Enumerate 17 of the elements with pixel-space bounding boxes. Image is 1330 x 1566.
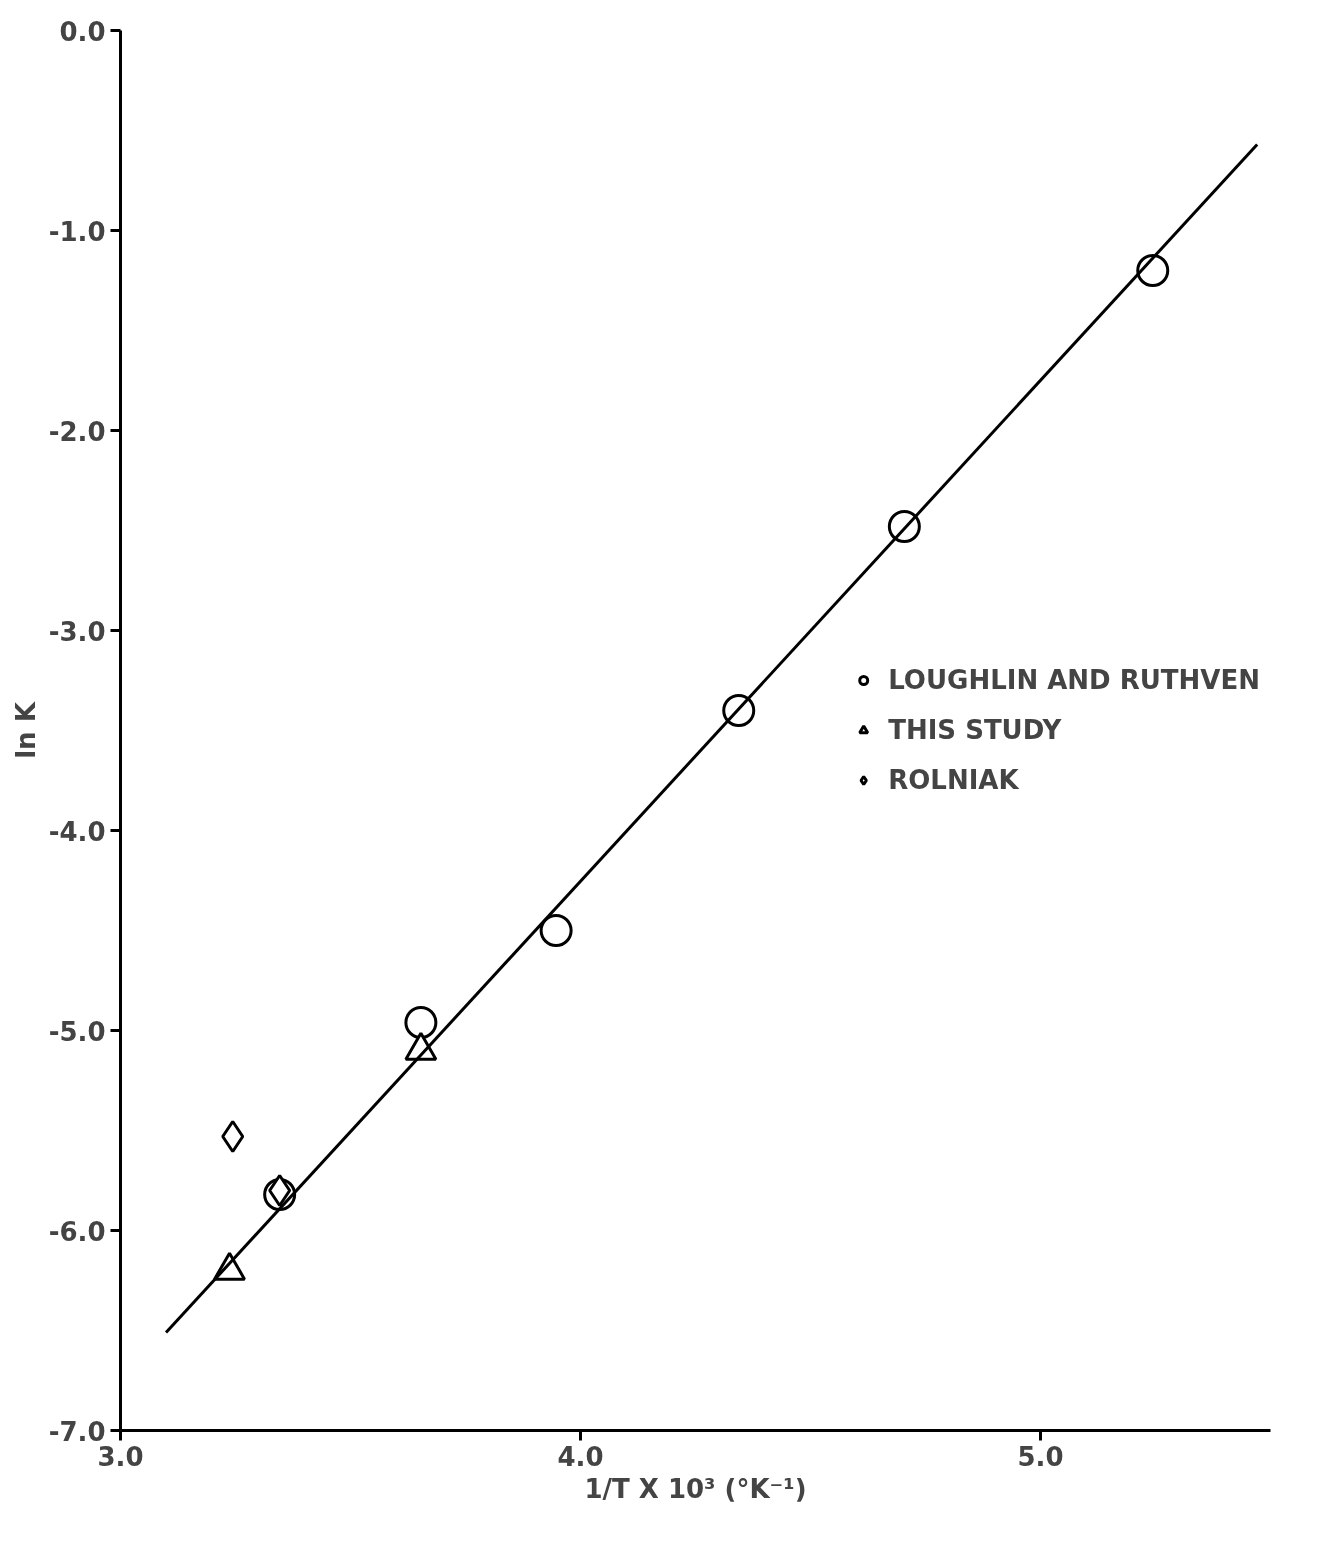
x-tick-label: 5.0	[1017, 1441, 1064, 1472]
point	[539, 914, 573, 947]
y-tick-label: -6.0	[48, 1216, 106, 1247]
x-tick-label: 4.0	[557, 1441, 604, 1472]
y-tick-label: 0.0	[59, 16, 106, 47]
y-axis-title: ln K	[10, 701, 41, 759]
point	[221, 1120, 245, 1153]
y-tick-label: -1.0	[48, 216, 106, 247]
legend-label: THIS STUDY	[888, 715, 1062, 745]
y-tick-label: -2.0	[48, 416, 106, 447]
legend-label: ROLNIAK	[888, 765, 1019, 795]
x-axis-title: 1/T X 10³ (°K⁻¹)	[584, 1473, 807, 1504]
point	[404, 1006, 438, 1039]
y-tick-label: -3.0	[48, 616, 106, 647]
legend-label: LOUGHLIN AND RUTHVEN	[888, 665, 1260, 695]
y-tick-label: -5.0	[48, 1016, 106, 1047]
y-tick-label: -4.0	[48, 816, 106, 847]
